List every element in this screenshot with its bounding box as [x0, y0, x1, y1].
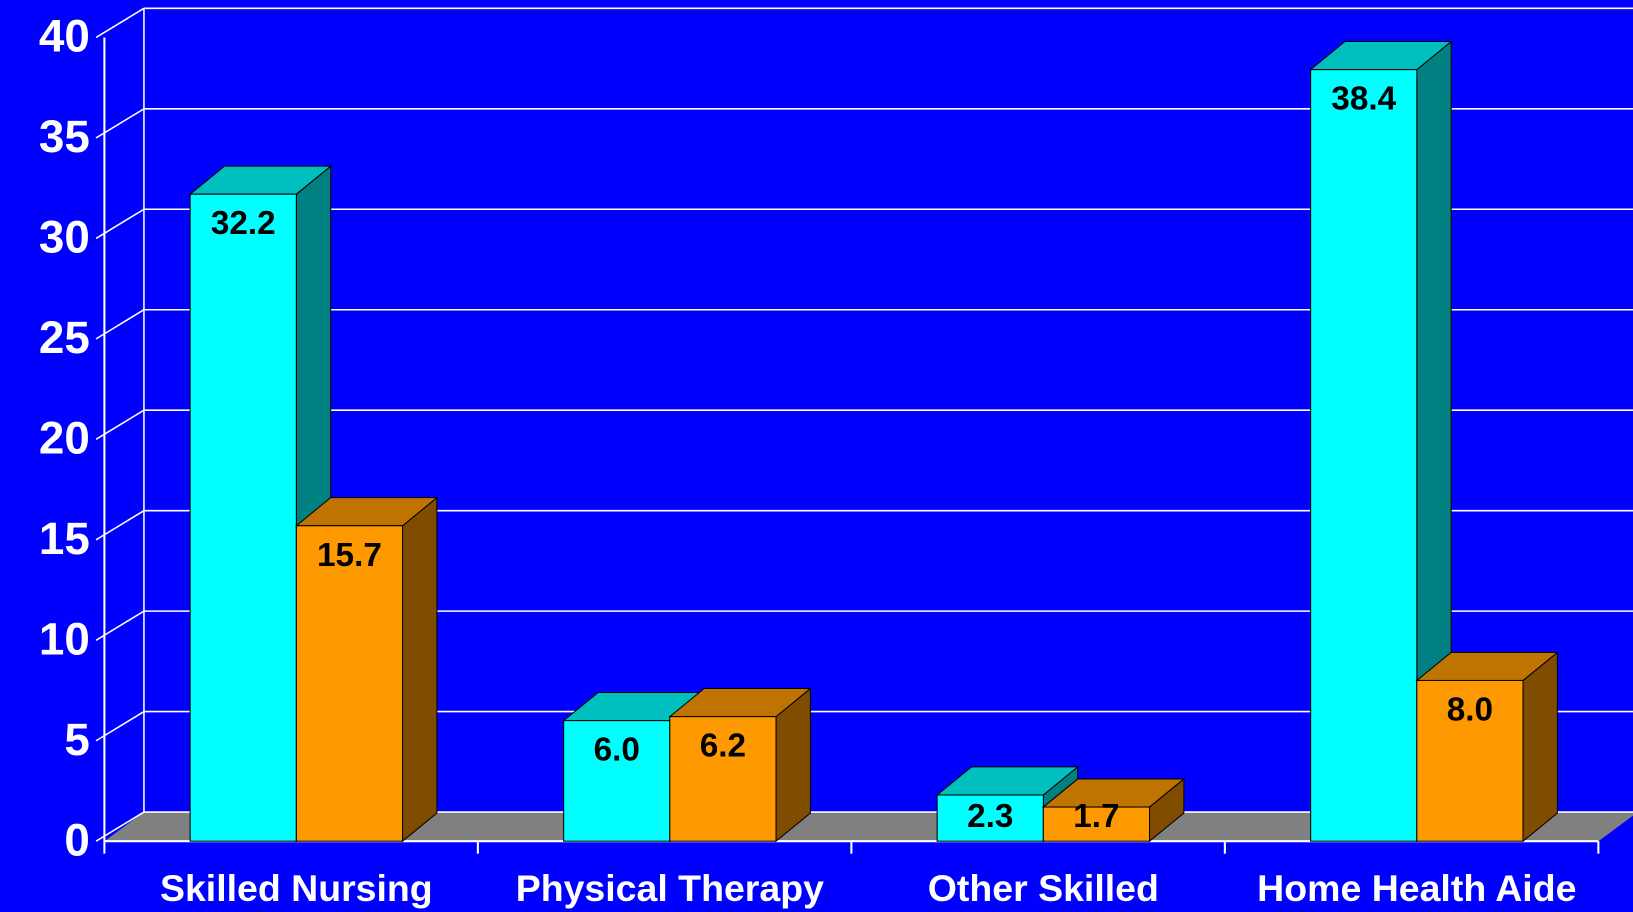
y-tick — [95, 7, 145, 39]
bar — [295, 525, 404, 842]
x-tick-label: Other Skilled — [928, 867, 1159, 909]
data-label: 32.2 — [211, 205, 276, 242]
x-tick-label: Physical Therapy — [516, 867, 824, 909]
bar — [189, 193, 297, 842]
y-tick — [95, 710, 145, 742]
y-tick — [95, 108, 145, 139]
bar — [669, 716, 777, 842]
y-tick-label: 40 — [39, 11, 90, 62]
y-tick-label: 20 — [39, 413, 90, 464]
y-tick-label: 35 — [39, 111, 90, 162]
bar-side — [402, 496, 438, 843]
bar — [563, 720, 671, 842]
x-tick-label: Home Health Aide — [1257, 867, 1576, 909]
data-label: 38.4 — [1331, 81, 1396, 118]
bar — [1042, 806, 1151, 842]
bar-side — [1522, 651, 1558, 843]
data-label: 15.7 — [317, 537, 382, 574]
y-tick-label: 25 — [39, 312, 90, 363]
y-tick — [95, 409, 145, 441]
data-label: 6.0 — [594, 732, 640, 769]
bar — [936, 794, 1044, 842]
floor — [104, 812, 1633, 842]
y-tick — [95, 509, 145, 541]
bar — [1416, 679, 1524, 842]
y-tick-label: 10 — [39, 613, 90, 664]
data-label: 2.3 — [967, 798, 1013, 835]
y-tick — [95, 610, 145, 641]
y-tick-label: 0 — [64, 814, 89, 865]
data-label: 6.2 — [700, 728, 746, 765]
y-tick-label: 30 — [39, 212, 90, 263]
y-tick — [95, 309, 145, 340]
y-tick-label: 15 — [39, 513, 90, 564]
bar — [1310, 69, 1418, 842]
data-label: 8.0 — [1447, 691, 1493, 728]
y-tick — [95, 811, 145, 842]
x-tick-label: Skilled Nursing — [160, 867, 433, 909]
y-tick-label: 5 — [64, 714, 89, 765]
y-tick — [95, 208, 145, 240]
data-label: 1.7 — [1073, 798, 1119, 835]
